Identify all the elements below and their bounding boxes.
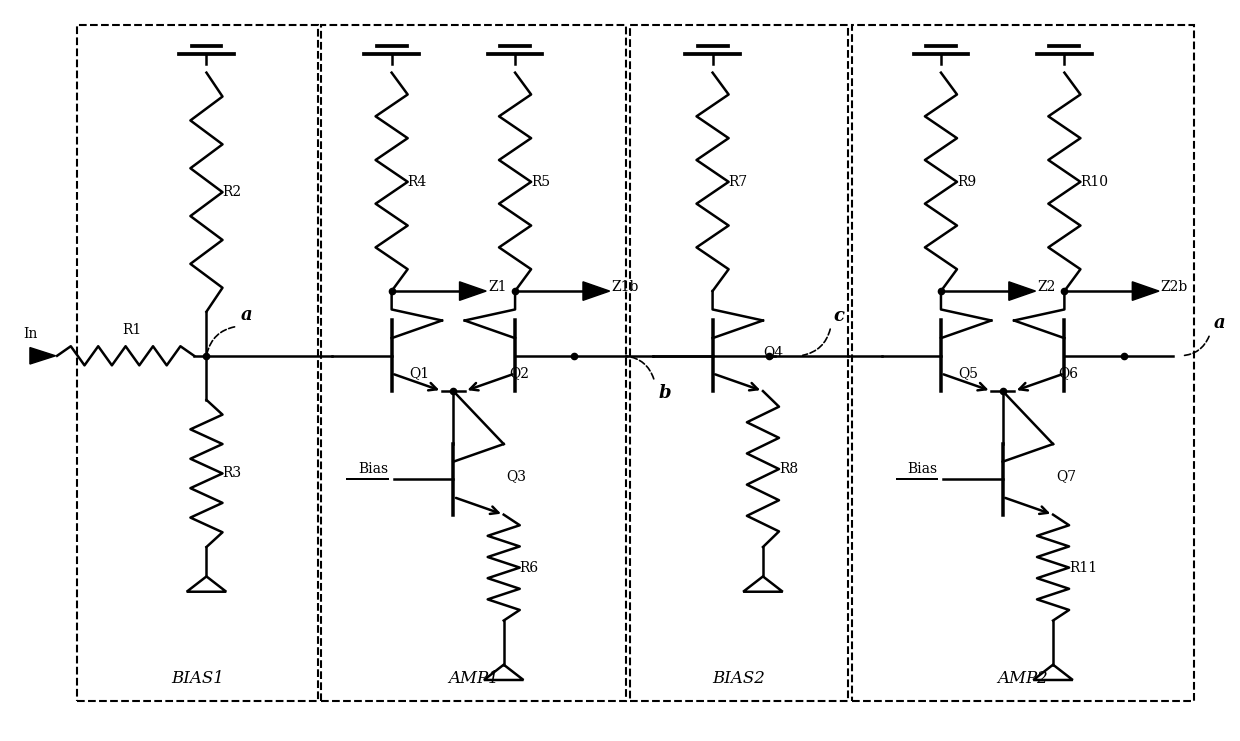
Text: R6: R6 bbox=[520, 561, 539, 574]
Text: R4: R4 bbox=[408, 175, 427, 189]
Polygon shape bbox=[1132, 282, 1159, 300]
Text: R9: R9 bbox=[957, 175, 976, 189]
Polygon shape bbox=[583, 282, 610, 300]
Text: Z2: Z2 bbox=[1037, 280, 1055, 294]
Text: AMP1: AMP1 bbox=[449, 670, 498, 687]
Text: Z1: Z1 bbox=[487, 280, 506, 294]
Text: Q6: Q6 bbox=[1059, 366, 1079, 380]
Text: R7: R7 bbox=[729, 175, 748, 189]
Text: BIAS1: BIAS1 bbox=[171, 670, 223, 687]
Polygon shape bbox=[460, 282, 486, 300]
Text: c: c bbox=[833, 307, 844, 325]
Text: BIAS2: BIAS2 bbox=[713, 670, 765, 687]
Text: AMP2: AMP2 bbox=[998, 670, 1049, 687]
Text: R8: R8 bbox=[779, 462, 799, 476]
Text: R5: R5 bbox=[531, 175, 551, 189]
Polygon shape bbox=[1009, 282, 1035, 300]
Text: R1: R1 bbox=[123, 323, 141, 337]
Text: Q5: Q5 bbox=[959, 366, 978, 380]
Text: R11: R11 bbox=[1069, 561, 1097, 574]
Text: b: b bbox=[658, 384, 671, 402]
Text: Q2: Q2 bbox=[510, 366, 529, 380]
Text: Q4: Q4 bbox=[763, 345, 784, 359]
Text: a: a bbox=[1214, 314, 1225, 332]
Text: In: In bbox=[24, 327, 38, 341]
Text: Q7: Q7 bbox=[1056, 468, 1076, 482]
Text: Z1b: Z1b bbox=[611, 280, 639, 294]
Polygon shape bbox=[30, 348, 56, 364]
Text: Q1: Q1 bbox=[409, 366, 429, 380]
Text: Bias: Bias bbox=[358, 462, 388, 476]
Text: Z2b: Z2b bbox=[1161, 280, 1188, 294]
Text: R3: R3 bbox=[222, 467, 242, 480]
Text: R10: R10 bbox=[1080, 175, 1109, 189]
Text: R2: R2 bbox=[222, 185, 242, 199]
Text: Q3: Q3 bbox=[507, 468, 527, 482]
Text: Bias: Bias bbox=[908, 462, 937, 476]
Text: a: a bbox=[241, 306, 253, 324]
